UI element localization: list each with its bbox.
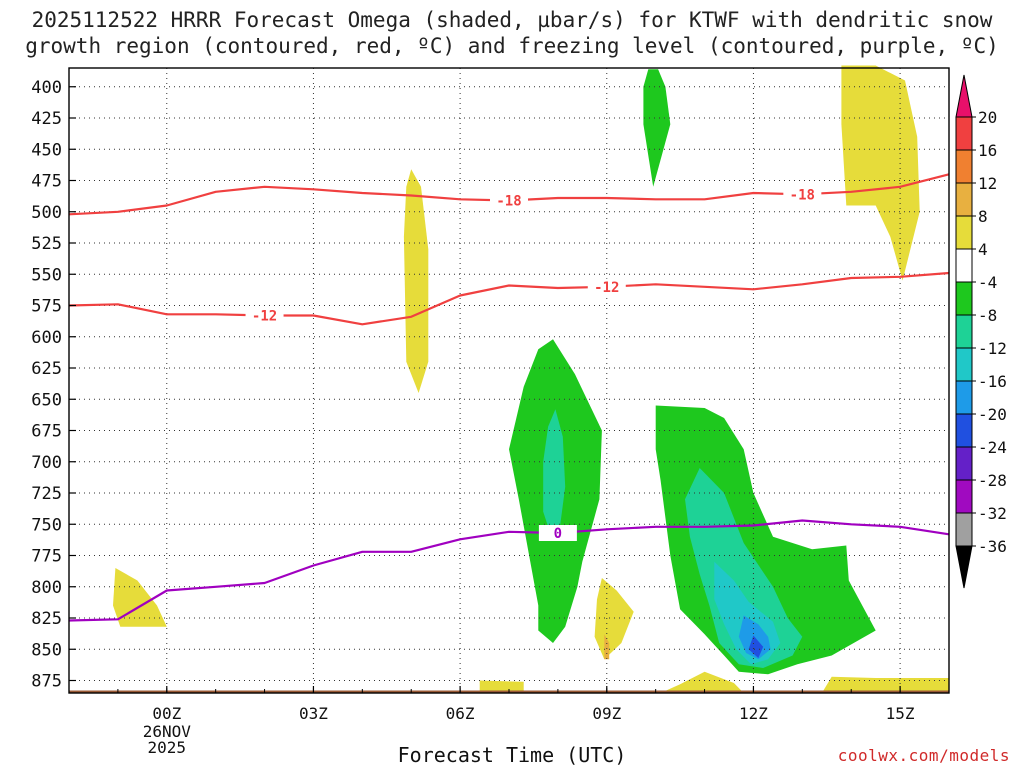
colorbar-label: -12 bbox=[978, 339, 1007, 358]
contour-labels: -18 -18 -12 -12 0 bbox=[245, 186, 822, 542]
contour-line-2 bbox=[68, 519, 950, 622]
colorbar-label: 16 bbox=[978, 141, 997, 160]
y-tick-label: 600 bbox=[31, 328, 62, 348]
colorbar-box bbox=[955, 446, 973, 481]
colorbar-label: -16 bbox=[978, 372, 1007, 391]
x-tick-label: 09Z bbox=[592, 704, 621, 723]
omega-region-7 bbox=[604, 634, 610, 660]
contour-line-1 bbox=[68, 271, 950, 326]
gridlines bbox=[69, 68, 949, 693]
colorbar-label: -24 bbox=[978, 438, 1007, 457]
y-tick-label: 500 bbox=[31, 203, 62, 223]
colorbar-box bbox=[955, 182, 973, 217]
y-tick-label: 625 bbox=[31, 359, 62, 379]
omega-region-4 bbox=[479, 680, 524, 693]
y-tick-label: 650 bbox=[31, 390, 62, 410]
y-tick-label: 425 bbox=[31, 109, 62, 129]
omega-region-5 bbox=[660, 671, 744, 693]
colorbar-box bbox=[955, 215, 973, 250]
colorbar-label: -8 bbox=[978, 306, 997, 325]
omega-region-1 bbox=[841, 65, 920, 281]
x-tick-label: 12Z bbox=[739, 704, 768, 723]
colorbar-label: -32 bbox=[978, 504, 1007, 523]
contour-label-bg bbox=[587, 278, 626, 295]
omega-region-15 bbox=[748, 635, 764, 658]
y-tick-label: 825 bbox=[31, 609, 62, 629]
contour-label: -18 bbox=[790, 187, 815, 203]
contour-label: -12 bbox=[252, 309, 277, 325]
colorbar-label: 4 bbox=[978, 240, 988, 259]
contour-label: 0 bbox=[554, 526, 562, 542]
axes: 400 425 450 475 500 525 550 575 600 625 650 675 700 7… bbox=[31, 67, 950, 757]
y-tick-label: 750 bbox=[31, 515, 62, 535]
y-tick-label: 800 bbox=[31, 578, 62, 598]
colorbar-box bbox=[955, 413, 973, 448]
contour-label-bg bbox=[245, 307, 284, 324]
colorbar-box bbox=[955, 281, 973, 316]
omega-region-2 bbox=[113, 568, 167, 627]
date-label: 26NOV bbox=[143, 722, 192, 741]
chart-title-line-1: 2025112522 HRRR Forecast Omega (shaded, … bbox=[31, 8, 993, 32]
x-tick-label: 06Z bbox=[446, 704, 475, 723]
y-tick-label: 875 bbox=[31, 672, 62, 692]
omega-region-8 bbox=[643, 69, 671, 187]
x-axis-title: Forecast Time (UTC) bbox=[397, 743, 627, 767]
colorbar-label: 20 bbox=[978, 108, 997, 127]
colorbar-box bbox=[955, 116, 973, 151]
y-tick-label: 475 bbox=[31, 172, 62, 192]
colorbar-label: -4 bbox=[978, 273, 997, 292]
date-label: 2025 bbox=[148, 738, 187, 757]
credit-link[interactable]: coolwx.com/models bbox=[837, 746, 1010, 765]
chart-title-line-2: growth region (contoured, red, ºC) and f… bbox=[25, 34, 999, 58]
y-tick-label: 675 bbox=[31, 422, 62, 442]
colorbar-label: -36 bbox=[978, 537, 1007, 556]
colorbar-box bbox=[955, 479, 973, 514]
colorbar-box bbox=[955, 347, 973, 382]
omega-region-0 bbox=[403, 169, 429, 393]
x-tick-label: 15Z bbox=[886, 704, 915, 723]
contour-label-bg bbox=[538, 525, 577, 541]
omega-region-11 bbox=[543, 409, 566, 535]
colorbar-bottom-arrow bbox=[955, 545, 973, 589]
y-tick-label: 700 bbox=[31, 453, 62, 473]
colorbar-label: 8 bbox=[978, 207, 988, 226]
contour-label: -18 bbox=[496, 194, 521, 210]
colorbar-box bbox=[955, 314, 973, 349]
colorbar: 20 16 12 8 4 -4 -8 -12 -16 -20 -24 -28 -32 -36 bbox=[955, 74, 1007, 589]
contour-label-bg bbox=[490, 192, 528, 209]
omega-region-6 bbox=[821, 676, 949, 693]
x-tick-label: 00Z bbox=[152, 704, 181, 723]
colorbar-top-arrow bbox=[955, 74, 973, 118]
y-tick-label: 850 bbox=[31, 640, 62, 660]
y-tick-label: 575 bbox=[31, 297, 62, 317]
y-tick-label: 525 bbox=[31, 234, 62, 254]
y-tick-label: 550 bbox=[31, 265, 62, 285]
colorbar-box bbox=[955, 512, 973, 547]
colorbar-label: 12 bbox=[978, 174, 997, 193]
colorbar-label: -20 bbox=[978, 405, 1007, 424]
colorbar-box bbox=[955, 248, 973, 283]
y-tick-label: 725 bbox=[31, 484, 62, 504]
contour-label-bg bbox=[783, 186, 822, 203]
y-tick-label: 400 bbox=[31, 78, 62, 98]
colorbar-label: -28 bbox=[978, 471, 1007, 490]
y-tick-label: 775 bbox=[31, 547, 62, 567]
x-tick-label: 03Z bbox=[299, 704, 328, 723]
contour-label: -12 bbox=[594, 280, 619, 296]
colorbar-box bbox=[955, 380, 973, 415]
omega-shaded-regions bbox=[69, 65, 949, 693]
y-tick-label: 450 bbox=[31, 140, 62, 160]
colorbar-box bbox=[955, 149, 973, 184]
